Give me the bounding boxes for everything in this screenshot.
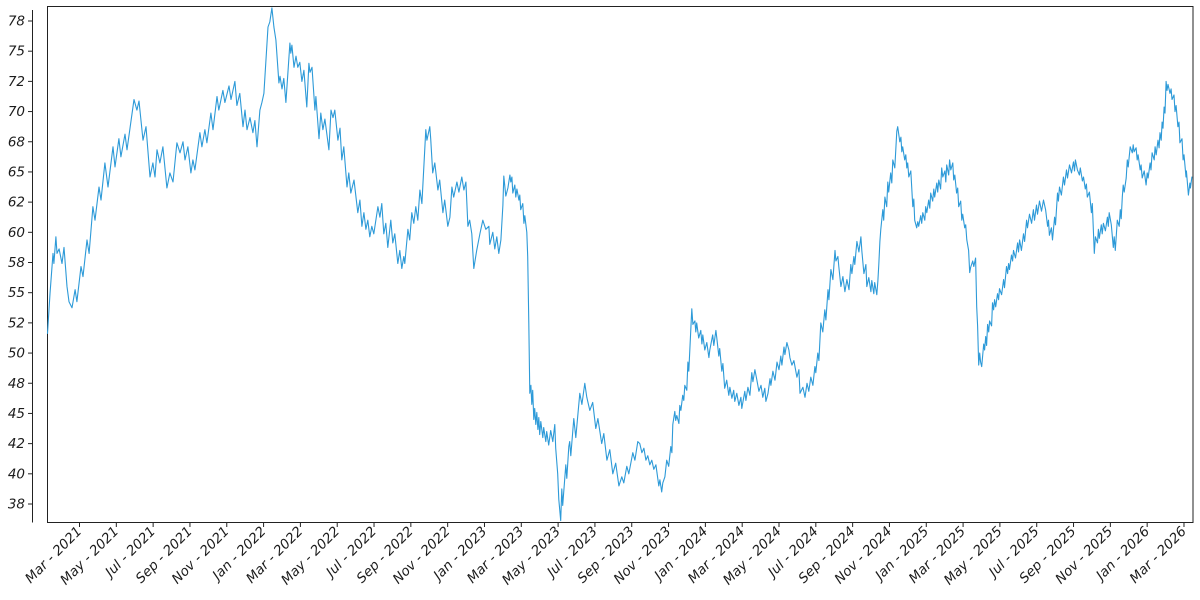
- y-tick-label: 62: [8, 195, 25, 211]
- y-tick-label: 70: [8, 104, 25, 120]
- y-tick-label: 58: [8, 255, 25, 271]
- y-tick-label: 75: [8, 44, 25, 60]
- y-tick-label: 68: [8, 134, 25, 150]
- plot-frame: [47, 6, 1194, 523]
- y-tick-label: 78: [8, 14, 25, 30]
- y-tick-label: 40: [8, 466, 25, 482]
- y-tick-label: 60: [8, 225, 25, 241]
- price-line: [46, 7, 1193, 522]
- y-tick-label: 38: [8, 497, 25, 513]
- y-tick-label: 48: [8, 376, 25, 392]
- y-tick-label: 42: [8, 436, 25, 452]
- y-tick-label: 65: [8, 164, 25, 180]
- y-tick-label: 50: [8, 346, 25, 362]
- y-tick-label: 52: [8, 315, 25, 331]
- y-tick-label: 45: [8, 406, 25, 422]
- y-tick-label: 55: [8, 285, 25, 301]
- y-tick-label: 72: [8, 74, 25, 90]
